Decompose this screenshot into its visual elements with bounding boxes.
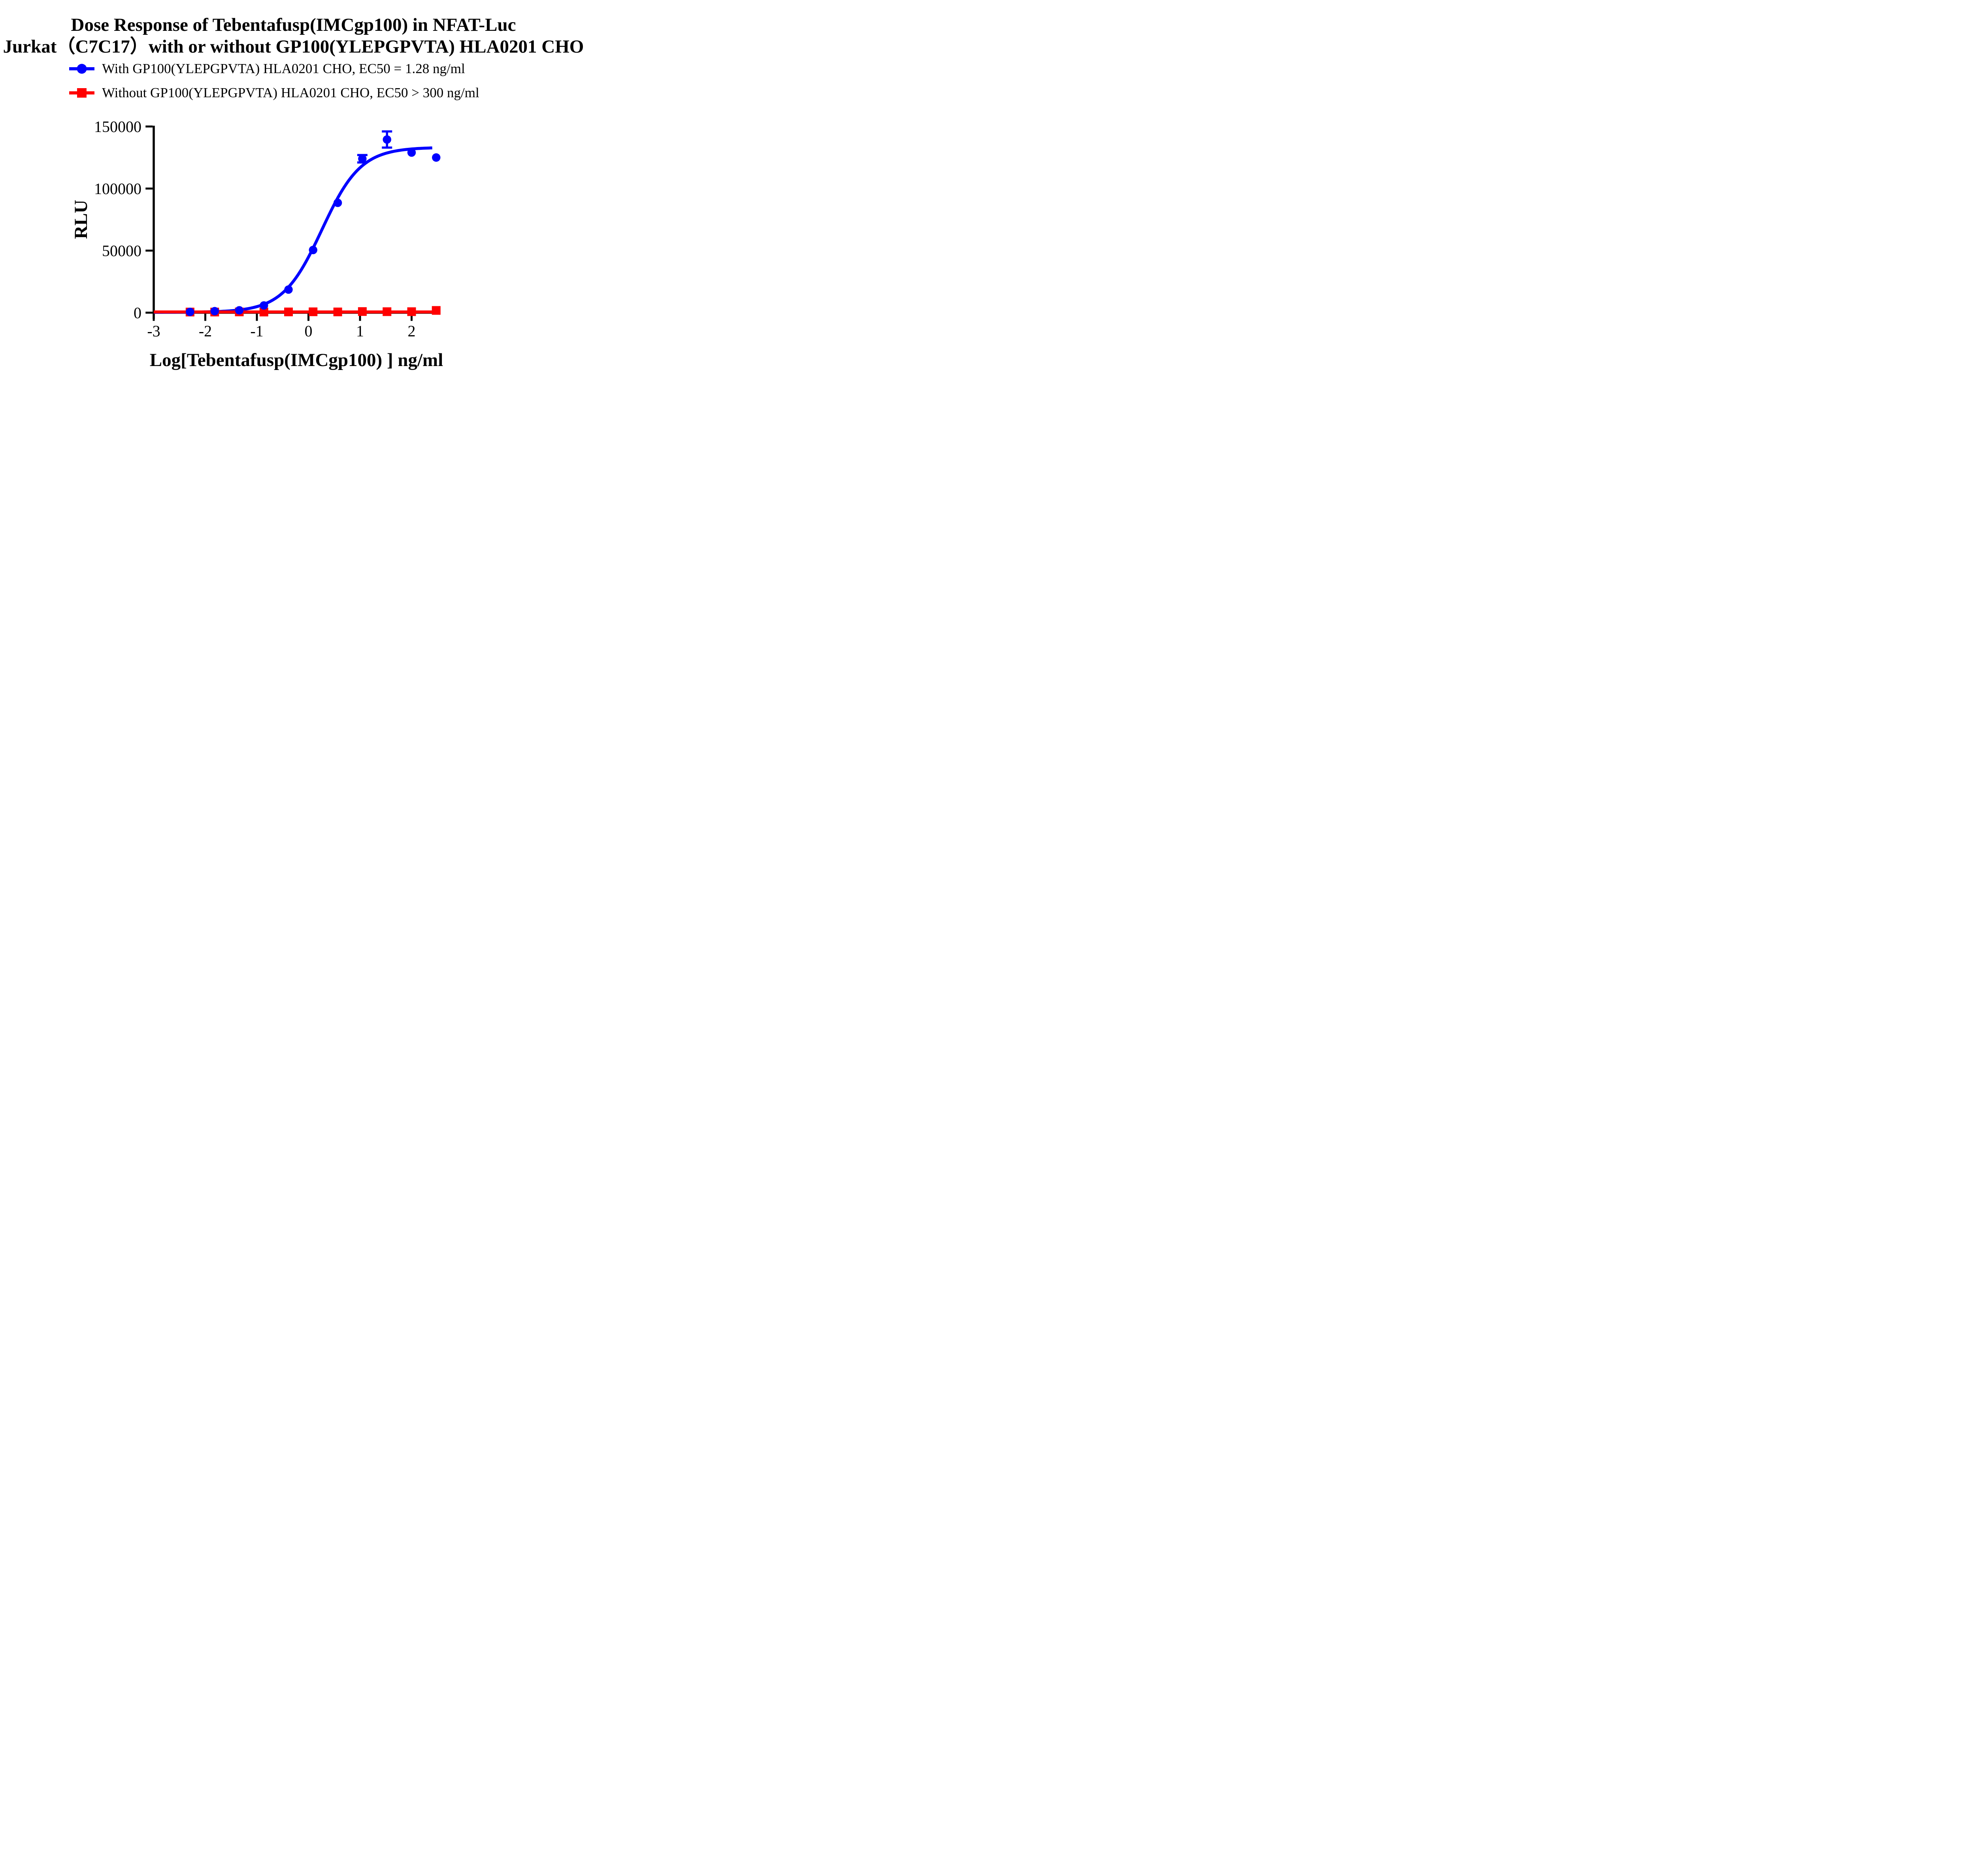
x-tick-label: 1 [356, 322, 364, 340]
data-point-square [358, 307, 367, 316]
data-point-circle [284, 285, 293, 294]
x-tick-label: -2 [199, 322, 212, 340]
y-tick-label: 100000 [94, 180, 141, 198]
legend-item-without-gp100: Without GP100(YLEPGPVTA) HLA0201 CHO, EC… [69, 84, 479, 102]
tick-labels: 0 50000 100000 150000 -3 -2 -1 0 1 2 [94, 118, 416, 340]
y-tick-label: 50000 [102, 242, 141, 260]
data-point-circle [432, 153, 441, 162]
data-point-circle [358, 154, 367, 163]
x-tick-label: -1 [250, 322, 263, 340]
legend-square-marker-icon [69, 88, 94, 98]
series-points-circle [186, 135, 441, 316]
y-tick-label: 0 [134, 304, 141, 322]
data-point-circle [309, 245, 317, 255]
data-point-square [309, 307, 318, 316]
fit-curve-circle [154, 146, 432, 314]
legend: With GP100(YLEPGPVTA) HLA0201 CHO, EC50 … [69, 60, 479, 108]
data-point-square [432, 306, 441, 315]
chart-plot-area: 0 50000 100000 150000 -3 -2 -1 0 1 2 [94, 118, 441, 340]
data-point-circle [407, 148, 416, 157]
chart-title: Dose Response of Tebentafusp(IMCgp100) i… [0, 14, 587, 58]
x-tick-label: 2 [408, 322, 416, 340]
data-point-square [407, 307, 416, 316]
axes [145, 125, 439, 321]
legend-item-with-gp100: With GP100(YLEPGPVTA) HLA0201 CHO, EC50 … [69, 60, 479, 77]
data-point-square [284, 308, 293, 317]
x-tick-label: -3 [147, 322, 160, 340]
data-point-square [383, 307, 392, 316]
legend-label-without-gp100: Without GP100(YLEPGPVTA) HLA0201 CHO, EC… [102, 85, 479, 100]
x-tick-label: 0 [305, 322, 313, 340]
legend-label-with-gp100: With GP100(YLEPGPVTA) HLA0201 CHO, EC50 … [102, 61, 465, 76]
data-point-square [333, 308, 342, 317]
data-point-circle [186, 308, 194, 316]
data-point-circle [235, 306, 244, 315]
data-point-circle [260, 301, 268, 310]
y-tick-label: 150000 [94, 118, 141, 136]
legend-circle-marker-icon [69, 64, 94, 74]
data-point-square [259, 308, 268, 317]
sigmoid-curve [154, 146, 432, 314]
chart-title-line1: Dose Response of Tebentafusp(IMCgp100) i… [71, 15, 516, 35]
data-point-circle [210, 307, 219, 315]
data-point-circle [333, 198, 342, 207]
data-point-circle [383, 135, 391, 144]
x-axis-title: Log[Tebentafusp(IMCgp100) ] ng/ml [149, 350, 443, 370]
figure: Dose Response of Tebentafusp(IMCgp100) i… [0, 0, 587, 375]
chart-title-line2: Jurkat（C7C17）with or without GP100(YLEPG… [3, 36, 584, 57]
